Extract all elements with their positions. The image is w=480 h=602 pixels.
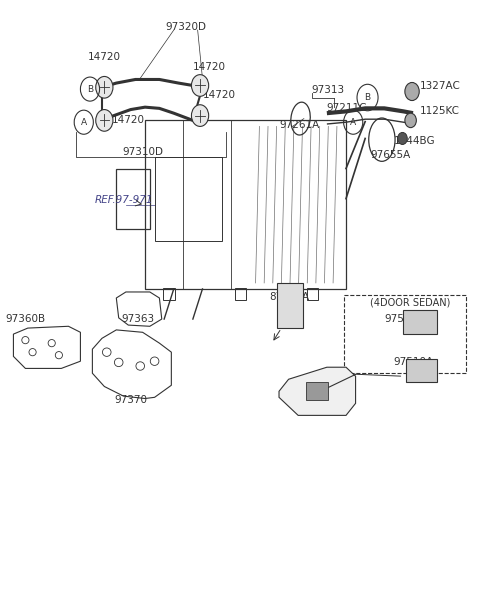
Bar: [276, 283, 303, 328]
Circle shape: [192, 105, 209, 126]
Ellipse shape: [29, 349, 36, 356]
Circle shape: [405, 113, 416, 128]
Bar: [307, 288, 318, 300]
Text: 87750A: 87750A: [269, 292, 310, 302]
Text: 1327AC: 1327AC: [420, 81, 461, 91]
Text: 1244BG: 1244BG: [394, 137, 435, 146]
Text: REF.97-971: REF.97-971: [95, 195, 153, 205]
Bar: [306, 382, 328, 400]
Ellipse shape: [55, 352, 62, 359]
Text: 97313: 97313: [312, 85, 345, 95]
Polygon shape: [279, 367, 356, 415]
Text: 14720: 14720: [193, 63, 226, 72]
Bar: [235, 288, 246, 300]
Circle shape: [192, 75, 209, 96]
Ellipse shape: [150, 357, 159, 365]
Circle shape: [398, 132, 407, 144]
Text: 97211C: 97211C: [327, 104, 367, 113]
Bar: [163, 288, 175, 300]
Text: 14720: 14720: [112, 116, 145, 125]
Text: 14720: 14720: [203, 90, 236, 99]
Text: 97261A: 97261A: [279, 120, 319, 129]
Text: 97655A: 97655A: [370, 150, 410, 160]
Bar: [403, 310, 437, 334]
Circle shape: [96, 76, 113, 98]
Text: 97320D: 97320D: [165, 22, 206, 32]
Text: 97360B: 97360B: [5, 314, 46, 324]
Text: 97370: 97370: [114, 396, 147, 405]
Polygon shape: [92, 330, 171, 399]
Text: (4DOOR SEDAN): (4DOOR SEDAN): [370, 297, 450, 307]
Text: B: B: [87, 85, 93, 93]
Polygon shape: [116, 292, 162, 326]
Ellipse shape: [136, 362, 144, 370]
Text: 97363: 97363: [121, 314, 155, 324]
Text: 1125KC: 1125KC: [420, 107, 460, 116]
Bar: [406, 359, 437, 382]
Text: 97310D: 97310D: [122, 147, 163, 157]
Circle shape: [96, 110, 113, 131]
Text: 97510A: 97510A: [394, 358, 434, 367]
Circle shape: [405, 82, 419, 101]
Ellipse shape: [22, 337, 29, 344]
Ellipse shape: [48, 340, 55, 347]
Text: 14720: 14720: [88, 52, 121, 62]
Text: 97510B: 97510B: [384, 314, 424, 324]
Polygon shape: [13, 326, 81, 368]
Text: A: A: [350, 118, 356, 126]
Ellipse shape: [114, 358, 123, 367]
Text: B: B: [364, 93, 371, 102]
Ellipse shape: [102, 348, 111, 356]
Text: A: A: [81, 118, 87, 126]
